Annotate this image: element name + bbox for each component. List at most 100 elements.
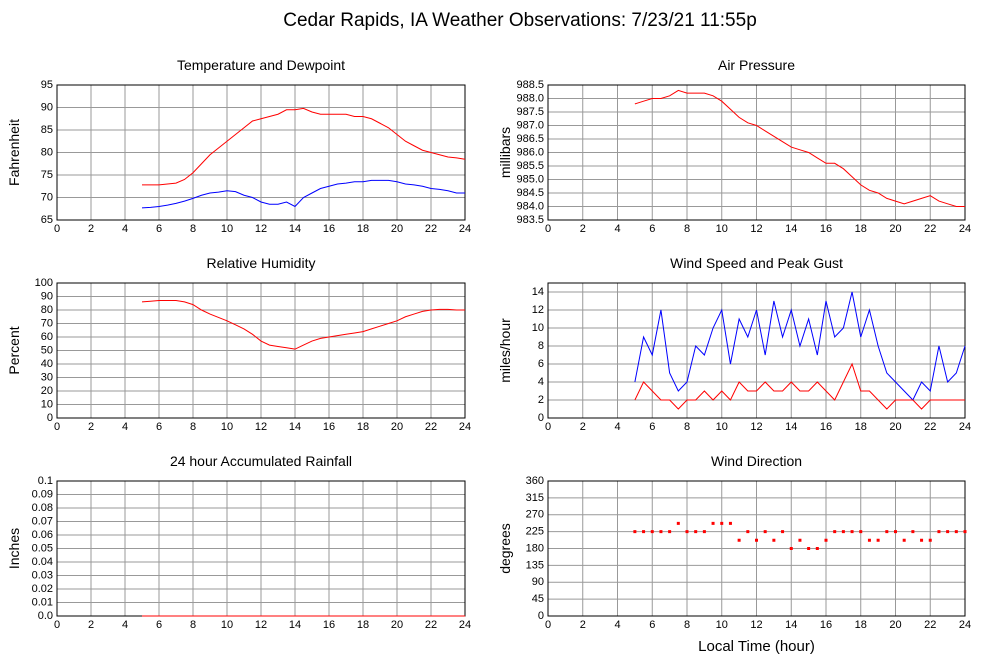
y-axis-label: millibars [497, 127, 513, 178]
data-point [781, 530, 785, 534]
x-tick-label: 16 [820, 421, 832, 433]
y-axis-label: Fahrenheit [6, 119, 22, 186]
y-tick-label: 225 [526, 526, 544, 538]
x-tick-label: 24 [459, 421, 471, 433]
data-point [963, 530, 967, 534]
y-tick-label: 315 [526, 492, 544, 504]
data-point [720, 521, 724, 525]
y-tick-label: 988.0 [516, 92, 544, 104]
data-point [885, 530, 889, 534]
x-tick-label: 22 [924, 619, 936, 631]
x-tick-label: 24 [459, 223, 471, 235]
x-tick-label: 8 [190, 421, 196, 433]
data-line [142, 107, 466, 186]
data-point [859, 530, 863, 534]
data-point [659, 530, 663, 534]
y-tick-label: 65 [41, 214, 53, 226]
y-tick-label: 60 [41, 331, 53, 343]
data-point [807, 547, 811, 550]
x-tick-label: 6 [649, 223, 655, 235]
x-tick-label: 16 [820, 619, 832, 631]
x-axis-label: Local Time (hour) [698, 638, 815, 655]
data-point [772, 538, 776, 542]
y-tick-label: 0.01 [32, 596, 53, 608]
y-tick-label: 75 [41, 169, 53, 181]
data-point [894, 530, 897, 534]
x-tick-label: 8 [684, 223, 690, 235]
x-tick-label: 10 [716, 223, 728, 235]
y-tick-label: 50 [41, 344, 53, 356]
x-tick-label: 24 [959, 421, 971, 433]
x-tick-label: 4 [614, 223, 620, 235]
y-tick-label: 0.07 [32, 515, 53, 527]
x-tick-label: 0 [545, 619, 551, 631]
y-tick-label: 180 [526, 542, 544, 554]
x-tick-label: 18 [357, 619, 369, 631]
panel-title: Relative Humidity [207, 255, 316, 271]
x-tick-label: 10 [221, 223, 233, 235]
x-tick-label: 18 [855, 421, 867, 433]
page-title: Cedar Rapids, IA Weather Observations: 7… [283, 10, 757, 31]
data-point [685, 530, 689, 534]
data-point [850, 530, 854, 534]
y-tick-label: 984.5 [516, 187, 544, 199]
data-point [798, 538, 802, 542]
y-tick-label: 10 [41, 398, 53, 410]
data-point [650, 530, 654, 534]
y-tick-label: 0.08 [32, 502, 53, 514]
y-tick-label: 6 [538, 358, 544, 370]
y-tick-label: 90 [41, 290, 53, 302]
y-tick-label: 0.06 [32, 529, 53, 541]
data-point [876, 538, 880, 542]
y-tick-label: 4 [538, 376, 544, 388]
x-tick-label: 18 [357, 223, 369, 235]
y-axis-label: Percent [6, 326, 22, 374]
data-point [937, 530, 941, 534]
y-tick-label: 0.05 [32, 542, 53, 554]
data-point [668, 530, 672, 534]
x-tick-label: 2 [88, 619, 94, 631]
y-tick-label: 0.09 [32, 488, 53, 500]
x-tick-label: 18 [855, 223, 867, 235]
y-tick-label: 70 [41, 191, 53, 203]
x-tick-label: 4 [614, 421, 620, 433]
x-tick-label: 8 [684, 421, 690, 433]
x-tick-label: 24 [959, 619, 971, 631]
data-point [954, 530, 958, 534]
y-tick-label: 0 [538, 610, 544, 622]
x-tick-label: 4 [614, 619, 620, 631]
x-tick-label: 16 [323, 619, 335, 631]
x-tick-label: 0 [54, 619, 60, 631]
x-tick-label: 18 [855, 619, 867, 631]
x-tick-label: 12 [750, 619, 762, 631]
x-tick-label: 16 [323, 421, 335, 433]
y-tick-label: 988.5 [516, 79, 544, 91]
x-tick-label: 12 [255, 421, 267, 433]
y-axis-label: degrees [497, 523, 513, 574]
y-tick-label: 20 [41, 385, 53, 397]
y-tick-label: 12 [532, 304, 544, 316]
y-tick-label: 985.0 [516, 173, 544, 185]
x-tick-label: 20 [391, 421, 403, 433]
y-axis-label: Inches [6, 528, 22, 569]
y-tick-label: 984.0 [516, 200, 544, 212]
data-line [634, 291, 966, 401]
x-tick-label: 0 [545, 421, 551, 433]
x-tick-label: 16 [820, 223, 832, 235]
data-line [141, 300, 465, 350]
y-tick-label: 0.0 [38, 610, 53, 622]
x-tick-label: 22 [425, 421, 437, 433]
x-tick-label: 22 [425, 223, 437, 235]
x-tick-label: 4 [122, 223, 128, 235]
x-tick-label: 14 [289, 619, 301, 631]
y-tick-label: 100 [35, 277, 53, 289]
x-tick-label: 6 [156, 223, 162, 235]
y-tick-label: 0 [538, 412, 544, 424]
x-tick-label: 8 [190, 619, 196, 631]
y-tick-label: 90 [532, 576, 544, 588]
y-tick-label: 986.0 [516, 146, 544, 158]
y-tick-label: 986.5 [516, 133, 544, 145]
plot-frame [547, 480, 966, 617]
x-tick-label: 20 [391, 619, 403, 631]
